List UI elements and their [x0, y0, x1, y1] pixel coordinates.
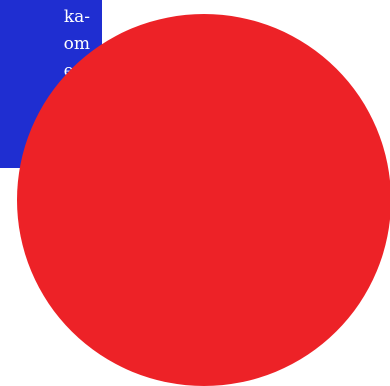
- panel-text-line-2: om: [63, 34, 90, 54]
- panel-text-line-1: ka-: [63, 7, 90, 27]
- red-circle: [17, 14, 390, 386]
